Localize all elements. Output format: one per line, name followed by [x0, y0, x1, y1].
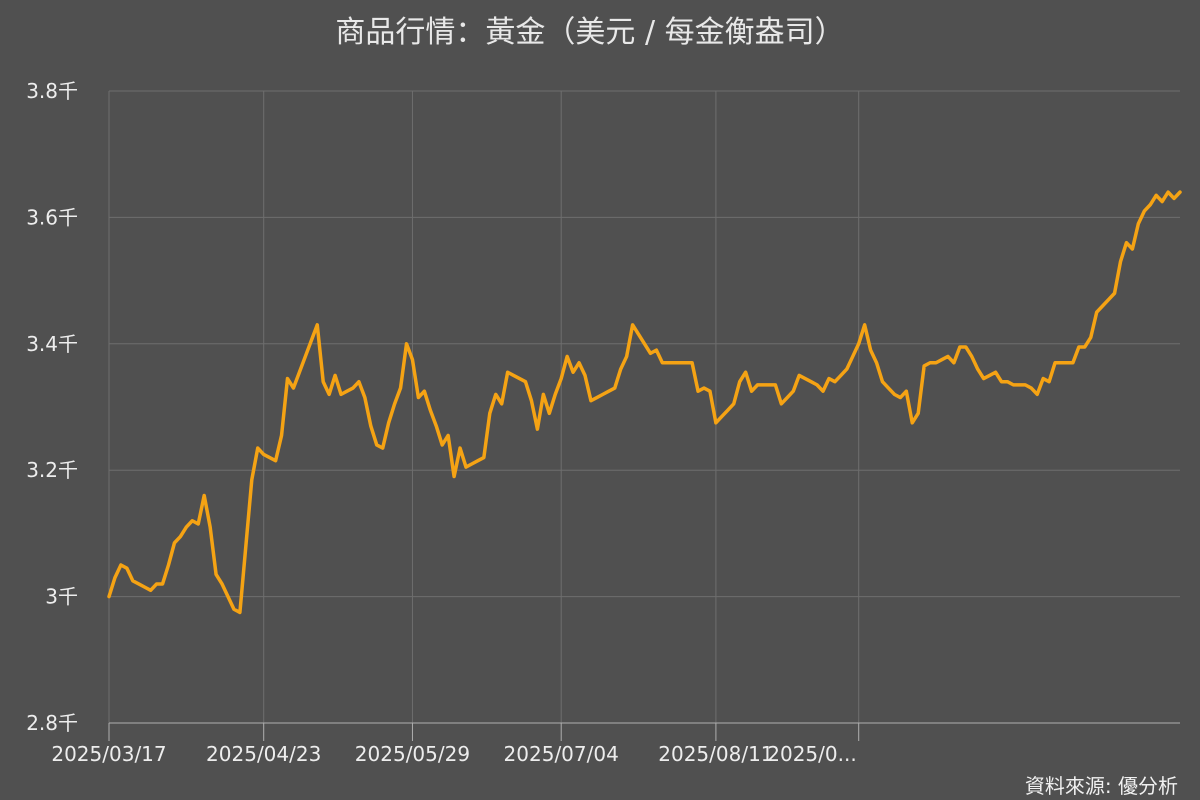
x-tick-label: 2025/05/29: [355, 742, 470, 766]
y-tick-label: 3.2千: [26, 458, 78, 482]
x-tick-label: 2025/03/17: [51, 742, 166, 766]
y-tick-label: 3.4千: [26, 332, 78, 356]
y-tick-label: 2.8千: [26, 711, 78, 735]
y-tick-label: 3.6千: [26, 205, 78, 229]
grid: [108, 90, 1180, 723]
x-tick-label: 2025/04/23: [206, 742, 321, 766]
x-tick-label: 2025/07/04: [504, 742, 619, 766]
series-layer: [107, 190, 1182, 615]
chart-title: 商品行情：黃金（美元 / 每金衡盎司）: [335, 15, 844, 50]
y-tick-label: 3.8千: [26, 79, 78, 103]
source-label: 資料來源: 優分析: [1025, 774, 1178, 798]
x-tick-label: 2025/0...: [767, 742, 856, 766]
y-tick-label: 3千: [45, 585, 78, 609]
x-tick-label: 2025/08/11: [658, 742, 773, 766]
gold-price-line: [107, 190, 1182, 615]
axes: 2.8千 3千 3.2千 3.4千 3.6千 3.8千 2025/03/17 2025/04/…: [26, 79, 1180, 766]
